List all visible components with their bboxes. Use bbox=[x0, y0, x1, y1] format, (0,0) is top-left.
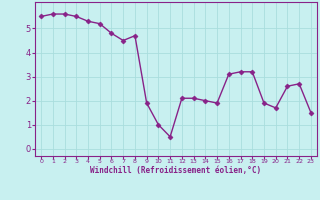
X-axis label: Windchill (Refroidissement éolien,°C): Windchill (Refroidissement éolien,°C) bbox=[91, 166, 261, 175]
